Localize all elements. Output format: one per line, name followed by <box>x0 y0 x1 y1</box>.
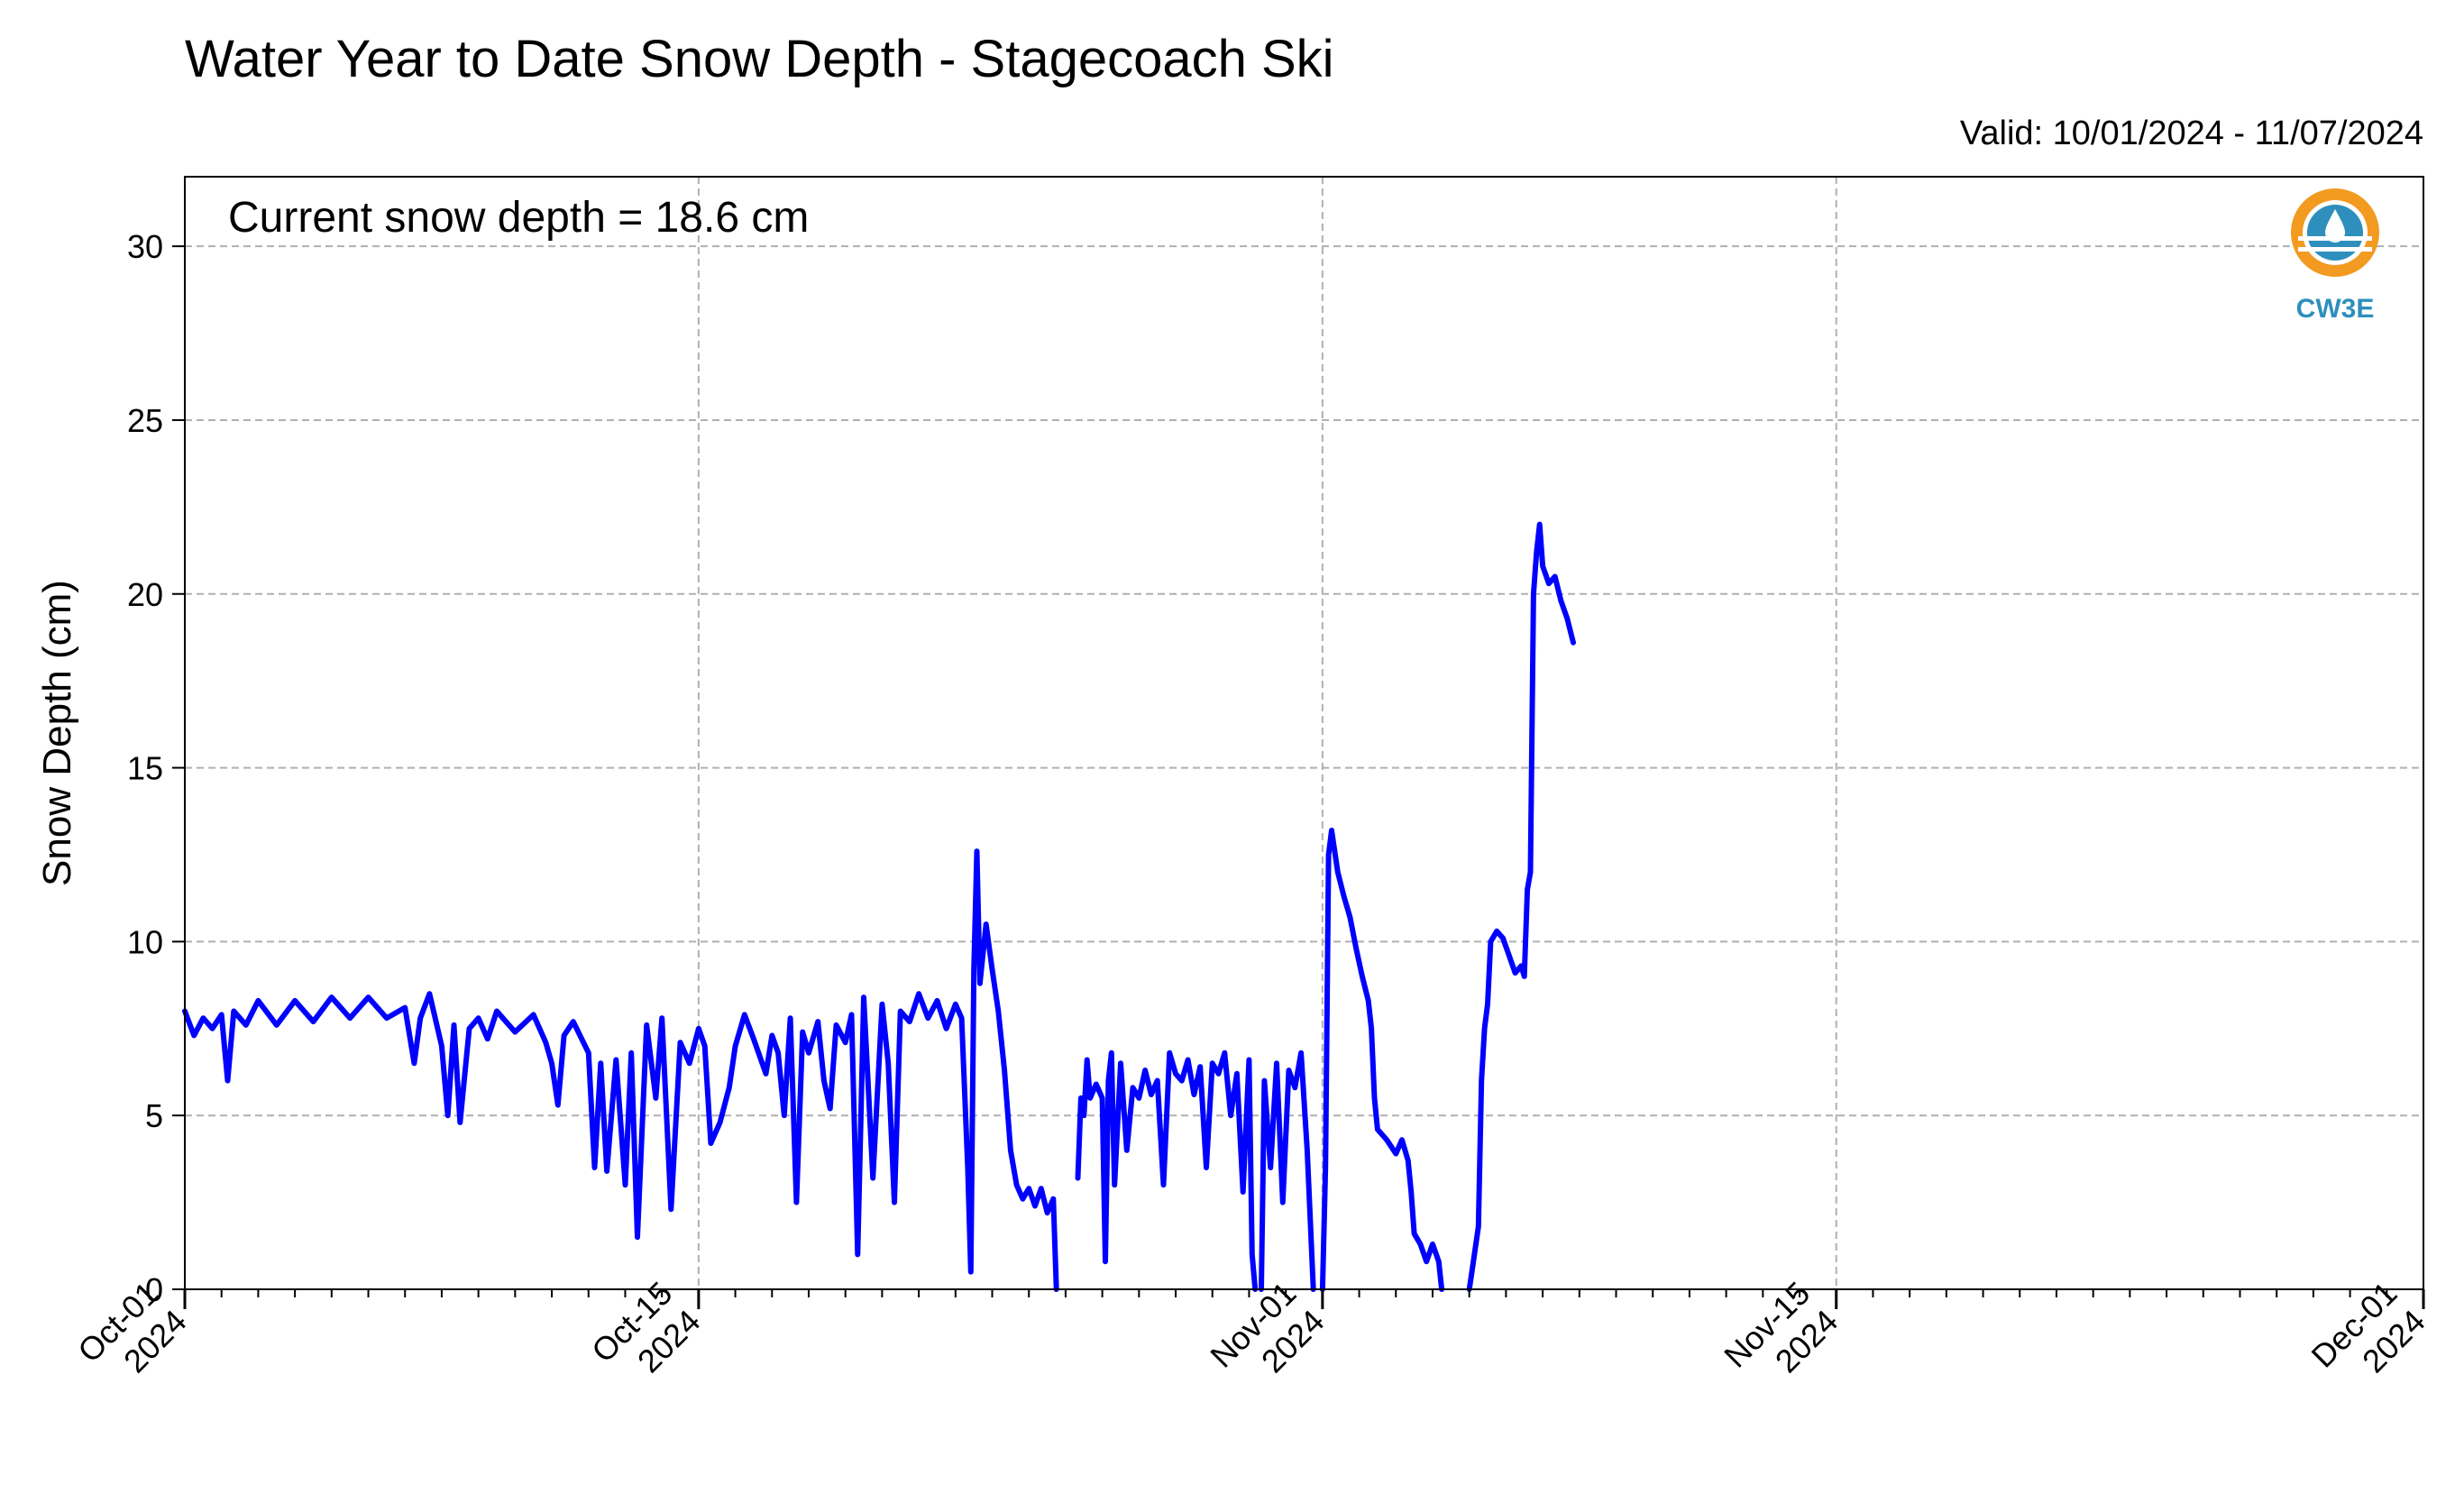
snow-depth-line-segment <box>1319 828 1445 1292</box>
current-snow-depth-annotation: Current snow depth = 18.6 cm <box>228 194 809 242</box>
chart-title: Water Year to Date Snow Depth - Stagecoa… <box>185 30 1334 88</box>
y-tick-label: 10 <box>127 923 163 960</box>
snow-depth-line-segment <box>1075 1049 1259 1292</box>
y-tick-label: 5 <box>145 1097 163 1134</box>
y-tick-label: 20 <box>127 576 163 613</box>
y-axis-label: Snow Depth (cm) <box>35 580 79 886</box>
y-tick-label: 0 <box>145 1271 163 1308</box>
grid-lines <box>185 177 2423 1289</box>
logo-text: CW3E <box>2296 294 2375 324</box>
water-drop-icon <box>2325 209 2345 243</box>
plot-frame <box>184 176 2424 1290</box>
cw3e-logo: CW3E <box>2291 188 2379 324</box>
y-tick-label: 15 <box>127 750 163 787</box>
y-tick-label: 30 <box>127 228 163 265</box>
series-layer <box>182 521 1576 1292</box>
snow-depth-line-segment <box>182 848 1059 1292</box>
snow-depth-line-segment <box>1466 521 1576 1292</box>
y-axis: 0 5 10 15 20 25 30 <box>127 228 185 1308</box>
y-tick-label: 25 <box>127 402 163 439</box>
snow-depth-line-segment <box>1259 1049 1316 1292</box>
valid-date-range: Valid: 10/01/2024 - 11/07/2024 <box>1960 115 2423 152</box>
